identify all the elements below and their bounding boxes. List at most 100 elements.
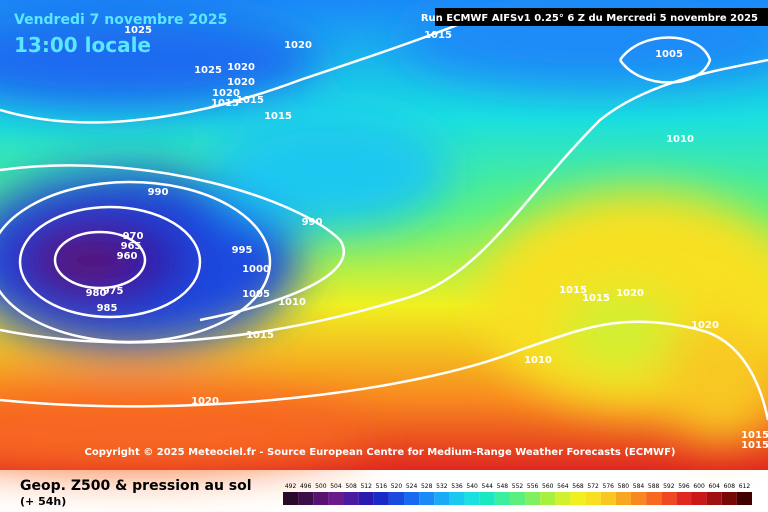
isobar-label: 1020 [616,288,644,299]
legend-swatch [706,492,722,505]
isobar-label: 1005 [242,289,270,300]
legend-label: 600 [693,483,705,490]
isobar-label: 965 [121,241,142,252]
isobar-label: 1015 [424,30,452,41]
copyright: Copyright © 2025 Meteociel.fr - Source E… [85,447,676,458]
legend-label: 520 [391,483,403,490]
legend-label: 524 [406,483,418,490]
isobar-label: 1015 [741,430,768,441]
legend-swatch [449,492,465,505]
legend-swatch [358,492,374,505]
isobar-label: 990 [302,217,323,228]
legend-label: 584 [633,483,645,490]
legend-swatch [434,492,450,505]
legend-swatch [328,492,344,505]
legend-swatch [479,492,495,505]
isobar-label: 1010 [278,297,306,308]
legend-swatch [630,492,647,505]
isobar-label: 975 [103,286,124,297]
legend-label: 540 [466,483,478,490]
isobar-label: 1020 [227,62,255,73]
legend-swatch [373,492,389,505]
isobar-label: 1020 [191,396,219,407]
legend-label: 556 [527,483,539,490]
legend-swatch [736,492,752,505]
legend-swatch [661,492,677,505]
footer-lead: (+ 54h) [20,495,66,508]
isobar-label: 1015 [236,95,264,106]
isobar-label: 1015 [211,98,239,109]
isobar-label: 1020 [212,88,240,99]
isobar-label: 1010 [524,355,552,366]
isobar-label: 1010 [666,134,694,145]
legend-swatch [600,492,616,505]
legend-label: 572 [587,483,599,490]
legend-swatch [388,492,405,505]
isobar-label: 1015 [246,330,274,341]
isobar-label: 1015 [582,293,610,304]
isobar-label: 1015 [741,440,768,451]
legend-label: 592 [663,483,675,490]
legend-label: 564 [557,483,569,490]
legend-swatch [283,492,299,505]
legend: 492 496 500 504 508 512 516 520 524 528 532 536 540 5… [283,483,752,505]
legend-label: 500 [315,483,327,490]
isobar-label: 1005 [655,49,683,60]
legend-swatch [343,492,359,505]
isobar-label: 970 [123,231,144,242]
isobar-label: 1000 [242,264,270,275]
legend-label: 560 [542,483,554,490]
legend-swatch [494,492,510,505]
isobar-label: 1015 [559,285,587,296]
legend-swatch [540,492,556,505]
legend-swatch [509,492,526,505]
legend-label: 536 [451,483,463,490]
footer-title: Geop. Z500 & pression au sol [20,478,252,494]
isobar-label: 985 [97,303,118,314]
legend-label: 608 [724,483,736,490]
legend-label: 548 [497,483,509,490]
legend-label: 568 [572,483,584,490]
legend-label: 496 [300,483,312,490]
isobar-label: 1025 [124,25,152,36]
map: Vendredi 7 novembre 2025 13:00 locale Ru… [0,0,768,470]
isobar-label: 990 [148,187,169,198]
legend-swatch [419,492,435,505]
legend-label: 512 [360,483,372,490]
isobar-label: 1020 [227,77,255,88]
legend-swatch [676,492,692,505]
legend-swatch [615,492,631,505]
legend-label: 552 [512,483,524,490]
run-info: Run ECMWF AIFSv1 0.25° 6 Z du Mercredi 5… [421,13,758,24]
legend-label: 492 [285,483,297,490]
date: Vendredi 7 novembre 2025 [14,12,227,28]
legend-swatch [646,492,662,505]
legend-label: 516 [376,483,388,490]
legend-swatch [404,492,420,505]
legend-swatch [555,492,571,505]
legend-label: 588 [648,483,660,490]
legend-label: 612 [739,483,751,490]
legend-swatch [313,492,329,505]
legend-swatch [298,492,314,505]
time: 13:00 locale [14,33,151,57]
legend-label: 596 [678,483,690,490]
legend-label: 528 [421,483,433,490]
isobar-label: 1015 [264,111,292,122]
isobar-label: 980 [86,288,107,299]
legend-swatch [464,492,480,505]
legend-swatch [525,492,541,505]
isobar-label: 1025 [194,65,222,76]
legend-label: 532 [436,483,448,490]
legend-label: 544 [482,483,494,490]
legend-swatch [585,492,601,505]
legend-label: 576 [603,483,615,490]
legend-swatch [570,492,586,505]
legend-swatch [721,492,737,505]
legend-label: 504 [330,483,342,490]
legend-label: 508 [345,483,357,490]
legend-label: 580 [618,483,630,490]
legend-swatch [691,492,707,505]
